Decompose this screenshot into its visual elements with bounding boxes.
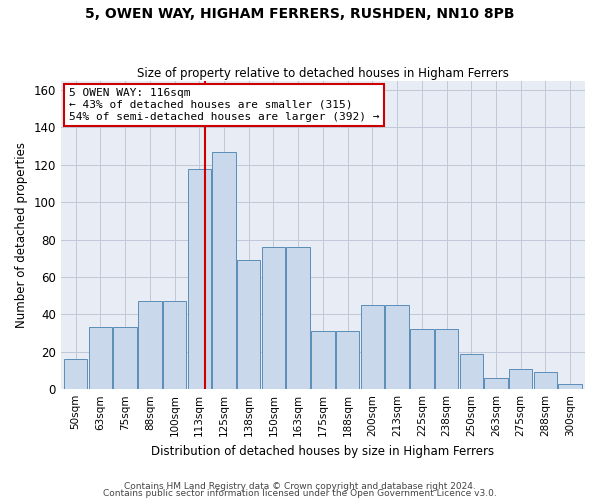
Bar [138,302,161,389]
X-axis label: Distribution of detached houses by size in Higham Ferrers: Distribution of detached houses by size … [151,444,494,458]
Bar [163,302,186,389]
Bar [113,328,137,389]
Bar [336,331,359,389]
Bar [509,368,532,389]
Text: 5, OWEN WAY, HIGHAM FERRERS, RUSHDEN, NN10 8PB: 5, OWEN WAY, HIGHAM FERRERS, RUSHDEN, NN… [85,8,515,22]
Bar [89,328,112,389]
Bar [237,260,260,389]
Bar [311,331,335,389]
Bar [188,168,211,389]
Bar [533,372,557,389]
Bar [410,330,434,389]
Bar [212,152,236,389]
Title: Size of property relative to detached houses in Higham Ferrers: Size of property relative to detached ho… [137,66,509,80]
Bar [361,305,384,389]
Text: 5 OWEN WAY: 116sqm
← 43% of detached houses are smaller (315)
54% of semi-detach: 5 OWEN WAY: 116sqm ← 43% of detached hou… [68,88,379,122]
Text: Contains HM Land Registry data © Crown copyright and database right 2024.: Contains HM Land Registry data © Crown c… [124,482,476,491]
Bar [262,247,285,389]
Y-axis label: Number of detached properties: Number of detached properties [15,142,28,328]
Bar [559,384,582,389]
Bar [435,330,458,389]
Bar [64,360,88,389]
Text: Contains public sector information licensed under the Open Government Licence v3: Contains public sector information licen… [103,490,497,498]
Bar [286,247,310,389]
Bar [385,305,409,389]
Bar [460,354,483,389]
Bar [484,378,508,389]
